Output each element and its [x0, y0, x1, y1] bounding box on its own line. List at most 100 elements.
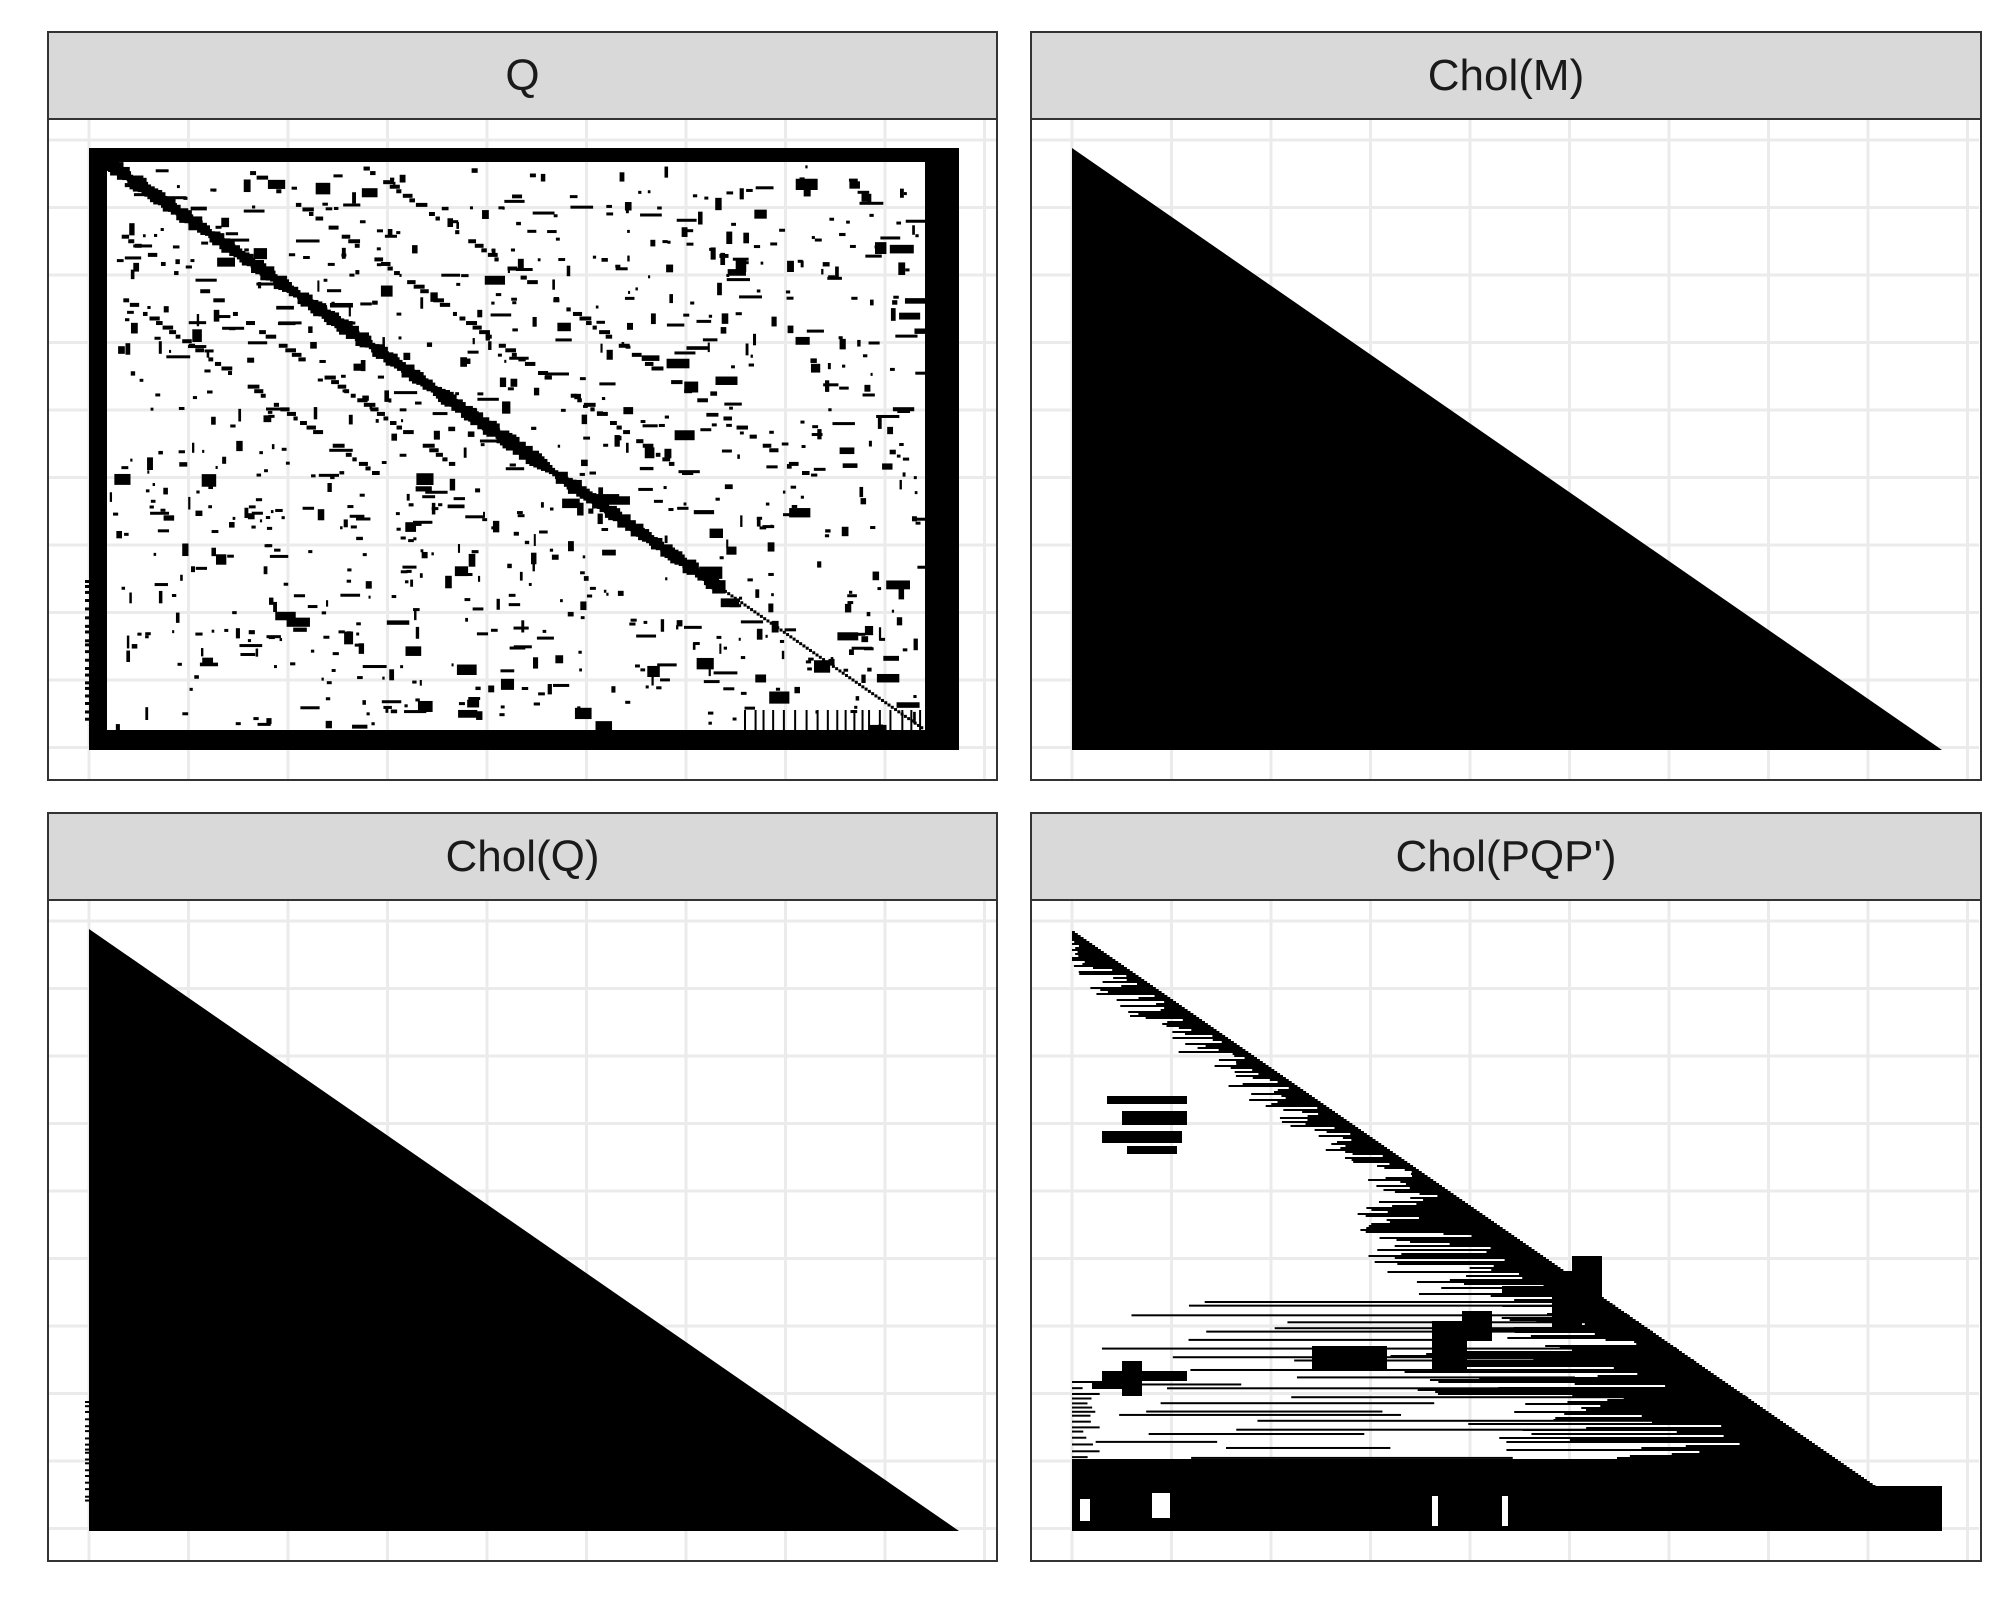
- sparse-entry: [286, 617, 310, 627]
- sparse-entry: [789, 508, 811, 518]
- sparse-entry: [797, 259, 803, 263]
- sparse-entry: [349, 273, 355, 277]
- sparse-entry: [505, 467, 525, 471]
- fill-row: [1368, 1179, 1434, 1181]
- sparse-entry: [657, 206, 662, 210]
- sparse-entry: [201, 474, 217, 487]
- sparse-entry: [710, 391, 718, 396]
- fill-row: [1326, 1131, 1364, 1133]
- fringe-entry: [929, 619, 959, 622]
- sparse-entry: [477, 397, 499, 401]
- fill-row: [1340, 1147, 1388, 1149]
- fill-row: [1205, 1045, 1240, 1047]
- sparse-entry: [163, 196, 187, 200]
- sparse-entry: [747, 578, 753, 582]
- sparse-entry: [332, 652, 339, 656]
- fill-row: [1214, 1065, 1269, 1067]
- sparse-entry: [524, 540, 530, 545]
- fill-row: [1072, 933, 1078, 935]
- offdiagonal-entry: [389, 184, 400, 189]
- diagonal-entry: [916, 723, 920, 727]
- sparse-entry: [268, 414, 275, 418]
- sparse-entry: [696, 319, 712, 323]
- diagonal-entry: [786, 633, 790, 637]
- fringe-entry: [1072, 1481, 1089, 1484]
- fill-row: [1072, 1459, 1838, 1461]
- fill-row: [1072, 957, 1113, 959]
- offdiagonal-entry: [618, 343, 630, 348]
- sparse-entry: [915, 234, 919, 238]
- fill-row: [1411, 1173, 1425, 1175]
- fringe-entry: [744, 710, 746, 730]
- sparse-entry: [813, 660, 831, 673]
- diagonal-entry: [782, 630, 786, 634]
- sparse-entry: [496, 598, 500, 610]
- sparse-entry: [838, 336, 843, 340]
- fill-row: [1072, 1481, 1870, 1483]
- fill-row: [1120, 1005, 1182, 1007]
- sparse-entry: [213, 188, 216, 192]
- offdiagonal-entry: [636, 439, 644, 444]
- sparse-entry: [726, 546, 737, 555]
- sparse-entry: [547, 230, 557, 234]
- sparse-entry: [640, 213, 662, 217]
- fill-row: [1423, 1199, 1463, 1201]
- fill-row: [1294, 1359, 1695, 1362]
- fill-block: [1102, 1131, 1182, 1143]
- sparse-entry: [150, 407, 154, 411]
- sparse-entry: [311, 474, 316, 478]
- offdiagonal-entry: [195, 348, 204, 353]
- diagonal-entry: [822, 658, 826, 662]
- sparse-entry: [329, 302, 353, 308]
- sparse-entry: [647, 665, 660, 678]
- fill-row: [1412, 1175, 1428, 1177]
- fill-row: [1334, 1127, 1359, 1129]
- sparse-entry: [185, 265, 192, 269]
- sparse-entry: [399, 174, 406, 183]
- fill-row: [1092, 967, 1127, 969]
- sparse-entry: [421, 551, 428, 559]
- diagonal-entry: [890, 705, 894, 709]
- offdiagonal-entry: [278, 343, 288, 348]
- sparse-entry: [127, 310, 134, 314]
- sparse-entry: [677, 506, 689, 510]
- fill-row: [1154, 995, 1168, 997]
- facet-strip-q: Q: [47, 31, 998, 120]
- fill-row: [1493, 1265, 1558, 1267]
- offdiagonal-entry: [579, 316, 592, 321]
- fill-row: [1188, 1338, 1443, 1341]
- sparse-entry: [491, 526, 494, 530]
- fill-row: [1072, 943, 1093, 945]
- sparse-entry: [879, 637, 886, 641]
- diagonal-entry: [894, 708, 898, 712]
- sparse-entry: [276, 305, 294, 310]
- sparse-entry: [196, 490, 200, 494]
- sparse-entry: [889, 367, 895, 371]
- sparse-entry: [417, 700, 433, 712]
- fringe-entry: [85, 1462, 90, 1465]
- fringe-entry: [1072, 1392, 1100, 1395]
- sparse-entry: [232, 516, 236, 520]
- facet-label-chol-m: Chol(M): [1427, 50, 1585, 100]
- sparse-entry: [551, 554, 559, 560]
- fill-row: [1504, 1259, 1549, 1261]
- sparse-entry: [606, 204, 612, 208]
- sparse-entry: [158, 450, 163, 455]
- sparse-entry: [825, 529, 831, 533]
- sparse-entry: [204, 369, 211, 373]
- fill-row: [1723, 1435, 1804, 1437]
- fill-row: [1572, 1395, 1746, 1397]
- sparse-entry: [562, 498, 580, 509]
- sparse-entry: [458, 709, 478, 718]
- diagonal-entry: [655, 541, 665, 551]
- fringe-entry: [85, 1451, 90, 1454]
- sparse-entry: [458, 408, 478, 412]
- fill-row: [1288, 1087, 1301, 1089]
- sparse-entry: [115, 724, 120, 733]
- sparse-entry: [195, 278, 217, 282]
- offdiagonal-entry: [350, 393, 356, 398]
- sparse-entry: [208, 486, 214, 490]
- offdiagonal-entry: [308, 211, 314, 216]
- offdiagonal-entry: [655, 452, 661, 457]
- offdiagonal-entry: [285, 348, 297, 353]
